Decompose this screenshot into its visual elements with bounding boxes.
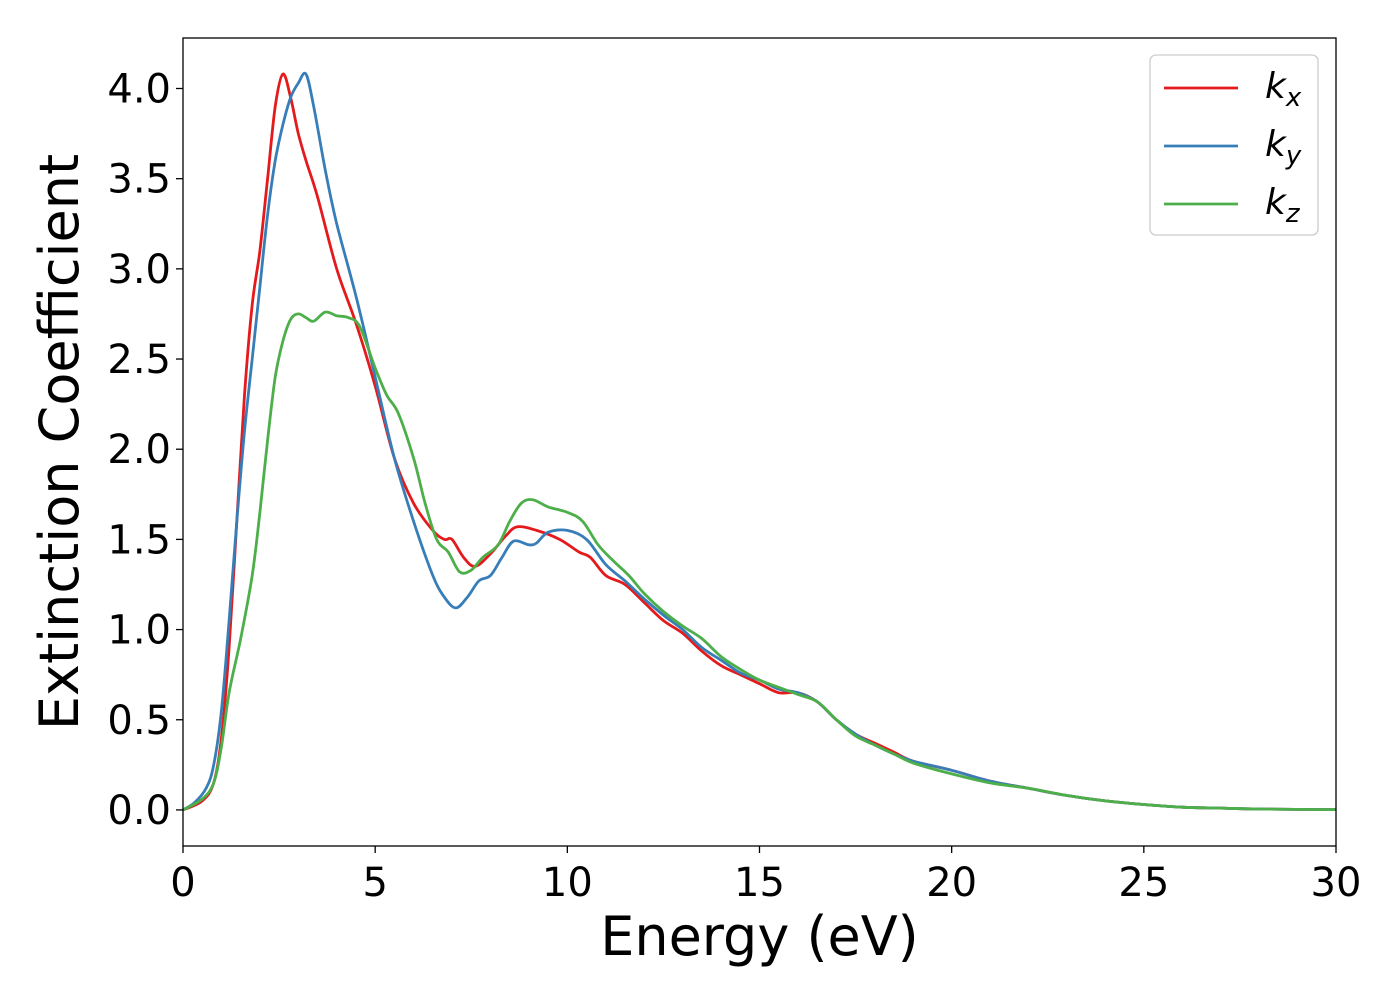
y-tick-label: 4.0	[107, 67, 171, 113]
y-tick-label: 1.5	[107, 517, 171, 563]
legend: kx ky kz	[1149, 54, 1319, 236]
y-tick-label: 2.0	[107, 427, 171, 473]
x-tick-label: 15	[734, 860, 785, 906]
x-tick-label: 30	[1311, 860, 1362, 906]
y-tick-label: 3.0	[107, 247, 171, 293]
series-line-kz	[182, 310, 1337, 812]
y-tick-label: 1.0	[107, 608, 171, 654]
x-tick-label: 20	[926, 860, 977, 906]
y-tick-label: 3.5	[107, 157, 171, 203]
y-tick-label: 0.5	[107, 698, 171, 744]
series-group	[182, 71, 1337, 812]
x-tick-label: 10	[542, 860, 593, 906]
x-tick-label: 25	[1118, 860, 1169, 906]
x-axis: 0 5 10 15 20 25 30	[170, 846, 1361, 906]
x-axis-label: Energy (eV)	[600, 905, 919, 968]
x-tick-label: 0	[170, 860, 195, 906]
plot-area	[183, 38, 1336, 846]
y-tick-label: 2.5	[107, 337, 171, 383]
legend-label-kx: kx	[1265, 66, 1302, 113]
legend-label-kz: kz	[1265, 182, 1301, 229]
y-axis: 0.0 0.5 1.0 1.5 2.0 2.5 3.0 3.5 4.0	[107, 67, 183, 834]
y-tick-label: 0.0	[107, 788, 171, 834]
x-tick-label: 5	[362, 860, 387, 906]
y-axis-label: Extinction Coefficient	[28, 154, 91, 730]
legend-label-ky: ky	[1265, 124, 1302, 171]
